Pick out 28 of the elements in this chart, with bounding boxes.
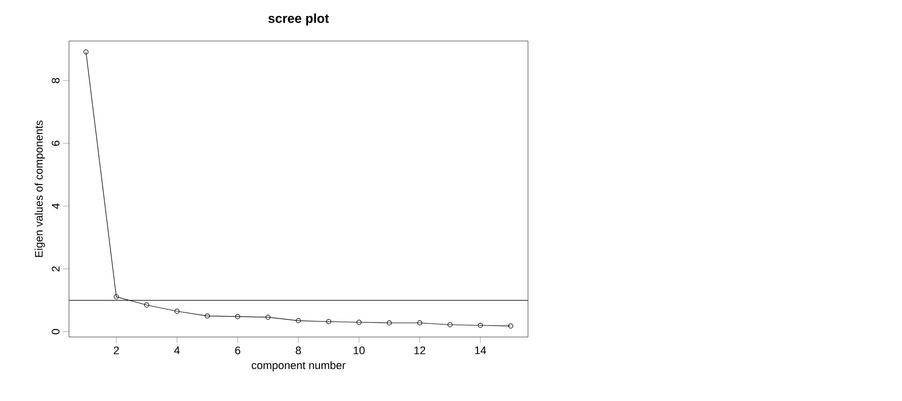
- x-tick-label: 8: [296, 346, 301, 354]
- point: [386, 320, 392, 326]
- x-tick-label: 2: [114, 346, 119, 354]
- y-tick-label: 6: [52, 140, 60, 146]
- x-tick-label: 10: [354, 346, 365, 354]
- point: [478, 322, 483, 328]
- x-tick-label: 14: [475, 346, 486, 354]
- x-tick-label: 4: [174, 346, 180, 354]
- y-tick-label: 8: [52, 78, 60, 84]
- x-tick-label: 6: [235, 346, 240, 354]
- point: [266, 314, 271, 320]
- point: [144, 302, 150, 308]
- point: [356, 320, 362, 325]
- point: [174, 308, 180, 314]
- y-tick-label: 0: [52, 329, 60, 334]
- chart-title: scree plot: [268, 13, 329, 26]
- x-axis-title: component number: [252, 361, 346, 372]
- point: [296, 318, 301, 324]
- point: [204, 313, 210, 318]
- point: [235, 314, 240, 320]
- y-axis-title: Eigen values of components: [34, 120, 45, 257]
- y-tick-label: 2: [52, 266, 60, 272]
- x-tick-label: 12: [414, 346, 426, 354]
- y-tick-label: 4: [52, 203, 60, 209]
- point: [114, 294, 119, 300]
- point: [326, 319, 332, 324]
- point: [417, 320, 422, 326]
- point: [448, 322, 453, 328]
